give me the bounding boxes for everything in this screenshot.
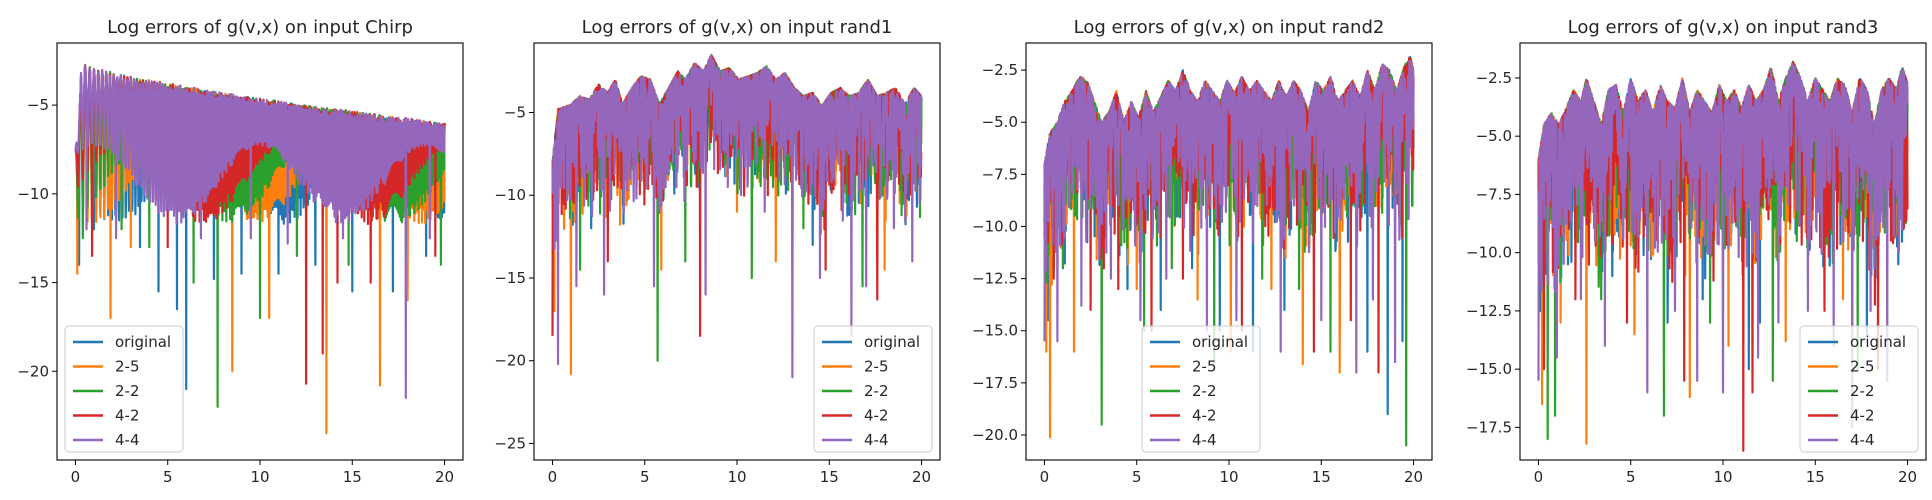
x-tick-label: 20: [912, 468, 931, 486]
y-tick-label: −20: [494, 352, 526, 370]
y-tick-label: −2.5: [982, 61, 1018, 79]
chart-panel-2: Log errors of g(v,x) on input rand1 0 5 10 1…: [494, 17, 941, 486]
y-tick-label: −5.0: [982, 113, 1018, 131]
legend-label-4-4: 4-4: [864, 431, 889, 449]
x-tick-label: 5: [1132, 468, 1142, 486]
legend-label-2-5: 2-5: [1850, 358, 1875, 376]
legend-label-4-2: 4-2: [1850, 407, 1875, 425]
chart-panel-3: Log errors of g(v,x) on input rand2 0 5 10 1…: [972, 17, 1433, 486]
y-tick-label: −15.0: [1466, 360, 1512, 378]
legend-label-original: original: [1192, 333, 1248, 351]
legend-label-original: original: [1850, 333, 1906, 351]
y-tick-label: −10.0: [1466, 244, 1512, 262]
legend-box: [1799, 325, 1919, 453]
legend-label-4-2: 4-2: [115, 407, 140, 425]
legend-label-2-2: 2-2: [1850, 382, 1875, 400]
y-tick-label: −25: [494, 434, 526, 452]
legend-label-2-5: 2-5: [115, 358, 140, 376]
series-line-4-4: [74, 64, 446, 399]
x-tick-label: 15: [343, 468, 362, 486]
x-tick-label: 0: [1534, 468, 1544, 486]
legend-label-4-4: 4-4: [1192, 431, 1217, 449]
x-tick-label: 5: [1626, 468, 1636, 486]
legend-label-2-2: 2-2: [864, 382, 889, 400]
legend-label-4-2: 4-2: [1192, 407, 1217, 425]
legend-label-original: original: [864, 333, 920, 351]
chart-title: Log errors of g(v,x) on input rand3: [1568, 17, 1879, 38]
legend-box: [813, 325, 933, 453]
legend: original 2-5 2-2 4-2 4-4: [1141, 325, 1261, 453]
y-tick-label: −5: [27, 96, 49, 114]
chart-title: Log errors of g(v,x) on input Chirp: [107, 17, 413, 38]
plot-area: [551, 53, 923, 379]
y-tick-label: −15.0: [972, 322, 1018, 340]
y-tick-label: −10: [494, 186, 526, 204]
y-tick-label: −5.0: [1476, 127, 1512, 145]
plot-area: [1043, 55, 1415, 447]
x-tick-label: 5: [163, 468, 173, 486]
legend-box: [64, 325, 184, 453]
legend-label-2-5: 2-5: [1192, 358, 1217, 376]
x-tick-label: 10: [1219, 468, 1238, 486]
legend-label-4-4: 4-4: [1850, 431, 1875, 449]
legend: original 2-5 2-2 4-2 4-4: [1799, 325, 1919, 453]
legend-label-2-2: 2-2: [1192, 382, 1217, 400]
x-tick-label: 0: [1040, 468, 1050, 486]
y-tick-label: −10: [17, 185, 49, 203]
chart-title: Log errors of g(v,x) on input rand1: [582, 17, 893, 38]
y-tick-label: −5: [504, 104, 526, 122]
plot-area: [1537, 60, 1909, 452]
x-tick-label: 20: [1898, 468, 1917, 486]
x-tick-label: 10: [250, 468, 269, 486]
y-tick-label: −17.5: [972, 374, 1018, 392]
x-tick-label: 0: [548, 468, 558, 486]
x-tick-label: 5: [640, 468, 650, 486]
y-tick-label: −7.5: [1476, 185, 1512, 203]
y-tick-label: −12.5: [972, 270, 1018, 288]
legend-label-4-4: 4-4: [115, 431, 140, 449]
legend-label-2-5: 2-5: [864, 358, 889, 376]
y-tick-label: −20.0: [972, 426, 1018, 444]
legend: original 2-5 2-2 4-2 4-4: [813, 325, 933, 453]
chart-panel-1: Log errors of g(v,x) on input Chirp 0 5 10 1…: [17, 17, 464, 486]
y-tick-label: −17.5: [1466, 418, 1512, 436]
plot-area: [74, 63, 446, 435]
y-tick-label: −12.5: [1466, 302, 1512, 320]
legend-box: [1141, 325, 1261, 453]
y-tick-label: −2.5: [1476, 69, 1512, 87]
y-tick-label: −7.5: [982, 165, 1018, 183]
series-line-4-4: [1043, 60, 1415, 374]
x-tick-label: 0: [71, 468, 81, 486]
legend-label-2-2: 2-2: [115, 382, 140, 400]
series-line-4-4: [551, 53, 923, 379]
legend-label-original: original: [115, 333, 171, 351]
series-line-4-4: [1537, 62, 1909, 429]
x-tick-label: 20: [1404, 468, 1423, 486]
x-tick-label: 20: [435, 468, 454, 486]
x-tick-label: 15: [1312, 468, 1331, 486]
x-tick-label: 10: [1713, 468, 1732, 486]
legend: original 2-5 2-2 4-2 4-4: [64, 325, 184, 453]
x-tick-label: 15: [1806, 468, 1825, 486]
x-tick-label: 10: [727, 468, 746, 486]
y-tick-label: −20: [17, 362, 49, 380]
y-tick-label: −10.0: [972, 217, 1018, 235]
legend-label-4-2: 4-2: [864, 407, 889, 425]
y-tick-label: −15: [17, 274, 49, 292]
y-tick-label: −15: [494, 269, 526, 287]
x-tick-label: 15: [820, 468, 839, 486]
chart-panel-4: Log errors of g(v,x) on input rand3 0 5 10 1…: [1466, 17, 1927, 486]
chart-title: Log errors of g(v,x) on input rand2: [1074, 17, 1385, 38]
